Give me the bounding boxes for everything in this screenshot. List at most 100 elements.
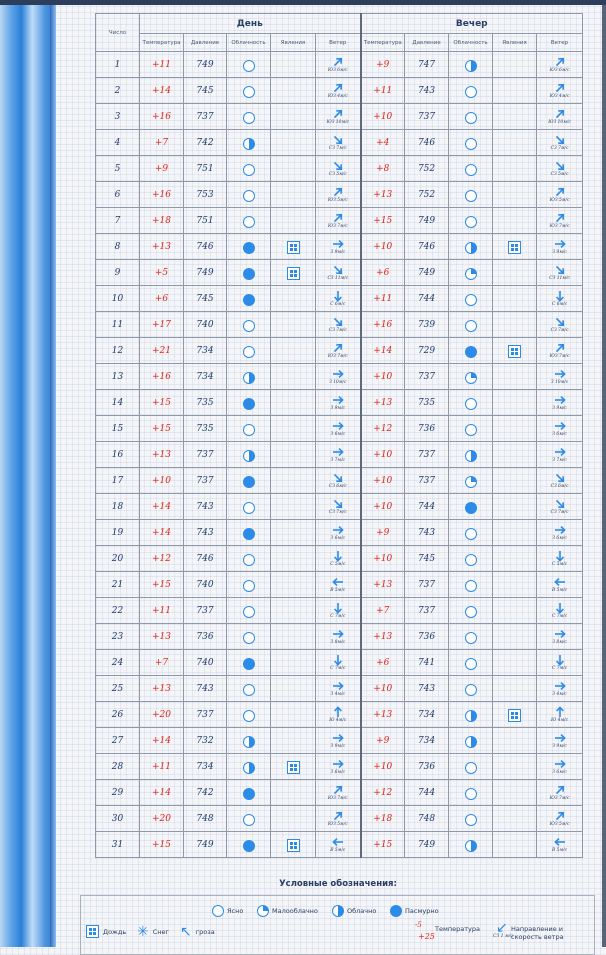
e-pressure-cell: 743 — [404, 675, 450, 702]
d-phenomena-cell — [270, 805, 316, 832]
e-wind-cell: З 9м/с — [536, 233, 584, 260]
d-temperature-cell: +10 — [139, 467, 184, 494]
wind-text: З 6м/с — [330, 535, 346, 541]
clear-sky-icon — [464, 319, 477, 332]
d-pressure-cell: 737 — [183, 103, 227, 130]
e-temperature-cell: +11 — [359, 285, 406, 312]
wind-arrow-icon — [554, 733, 566, 742]
d-pressure-cell: 742 — [183, 129, 227, 156]
notebook-spine — [0, 5, 56, 947]
e-pressure-cell: 752 — [404, 155, 450, 182]
d-pressure-cell: 743 — [183, 675, 227, 702]
d-pressure-cell: 749 — [183, 51, 227, 78]
d-pressure-cell: 735 — [183, 415, 227, 442]
evening-wind-header: Ветер — [536, 33, 584, 52]
wind-arrow-icon — [333, 109, 342, 118]
e-cloudiness-cell — [448, 519, 494, 546]
legend-wind-icon-wrap: ↙ — [496, 921, 512, 935]
d-cloudiness-cell — [226, 597, 271, 624]
legend-clear: Ясно — [212, 905, 243, 917]
day-number-cell: 3 — [95, 103, 140, 130]
e-phenomena-cell — [492, 519, 538, 546]
cloudy-icon — [464, 709, 477, 722]
e-pressure-cell: 752 — [404, 181, 450, 208]
d-pressure-cell: 753 — [183, 181, 227, 208]
wind-arrow-icon — [333, 473, 342, 482]
wind-indicator: ЮЗ 7м/с — [538, 212, 582, 229]
wind-arrow-icon — [333, 343, 342, 352]
d-phenomena-cell — [270, 129, 316, 156]
wind-indicator: С 7м/с — [538, 602, 582, 619]
e-temperature-cell: +15 — [359, 207, 406, 234]
wind-indicator: СЗ 11м/с — [317, 264, 360, 281]
e-phenomena-cell — [492, 675, 538, 702]
wind-arrow-icon — [555, 317, 564, 326]
wind-indicator: СЗ 5м/с — [538, 160, 582, 177]
e-temperature-cell: +13 — [359, 701, 406, 728]
e-temperature-cell: +11 — [359, 77, 406, 104]
legend-overcast: Пасмурно — [390, 905, 439, 917]
e-pressure-cell: 739 — [404, 311, 450, 338]
table-row: 31 +15 749 В 5м/с +15 749 В 5м/с — [95, 831, 584, 858]
wind-text: СЗ 7м/с — [328, 509, 347, 515]
d-wind-cell: З 9м/с — [314, 727, 362, 754]
wind-text: С 7м/с — [551, 665, 568, 671]
e-temperature-cell: +10 — [359, 753, 406, 780]
e-phenomena-cell — [492, 415, 538, 442]
d-pressure-cell: 751 — [183, 155, 227, 182]
e-phenomena-cell — [492, 285, 538, 312]
wind-arrow-icon — [555, 57, 564, 66]
wind-arrow-icon — [555, 602, 564, 614]
d-pressure-cell: 735 — [183, 389, 227, 416]
d-temperature-cell: +14 — [139, 77, 184, 104]
evening-phenomena-header: Явления — [492, 33, 538, 52]
table-row: 16 +13 737 З 7м/с +10 737 З 7м/с — [95, 441, 584, 468]
clear-sky-icon — [242, 319, 255, 332]
rain-icon — [286, 839, 300, 852]
overcast-icon — [464, 345, 477, 358]
e-wind-cell: ЮЗ 5м/с — [536, 805, 584, 832]
wind-indicator: СЗ 7м/с — [538, 498, 582, 515]
legend-temp-sample-small: -5 — [415, 921, 422, 929]
table-row: 28 +11 734 З 6м/с +10 736 З 6м/с — [95, 753, 584, 780]
e-cloudiness-cell — [448, 779, 494, 806]
wind-text: З 9м/с — [330, 405, 346, 411]
day-number-cell: 2 — [95, 77, 140, 104]
wind-arrow-icon — [555, 213, 564, 222]
wind-arrow-icon — [333, 57, 342, 66]
wind-arrow-icon — [333, 265, 342, 274]
d-phenomena-cell — [270, 545, 316, 572]
e-temperature-cell: +8 — [359, 155, 406, 182]
day-number-cell: 23 — [95, 623, 140, 650]
day-number-cell: 21 — [95, 571, 140, 598]
wind-arrow-icon — [333, 161, 342, 170]
e-wind-cell: З 6м/с — [536, 415, 584, 442]
clear-sky-icon — [464, 293, 477, 306]
table-row: 8 +13 746 З 9м/с +10 746 З 9м/с — [95, 233, 584, 260]
d-phenomena-cell — [270, 77, 316, 104]
e-temperature-cell: +13 — [359, 389, 406, 416]
wind-text: СЗ 6м/с — [550, 483, 569, 489]
wind-text: З 6м/с — [330, 431, 346, 437]
wind-indicator: ЮЗ 7м/с — [538, 784, 582, 801]
d-phenomena-cell — [270, 701, 316, 728]
d-temperature-cell: +14 — [139, 493, 184, 520]
legend-partly-label: Малооблачно — [272, 907, 318, 915]
e-wind-cell: ЮЗ 10м/с — [536, 103, 584, 130]
e-wind-cell: З 7м/с — [536, 441, 584, 468]
e-phenomena-cell — [492, 805, 538, 832]
legend-temp-sample-big: +25 — [418, 932, 435, 941]
e-cloudiness-cell — [448, 129, 494, 156]
d-wind-cell: ЮЗ 4м/с — [314, 77, 362, 104]
d-temperature-cell: +16 — [139, 181, 184, 208]
wind-text: З 6м/с — [330, 769, 346, 775]
overcast-icon — [242, 787, 255, 800]
wind-indicator: С 6м/с — [317, 290, 360, 307]
wind-arrow-icon — [333, 499, 342, 508]
e-pressure-cell: 737 — [404, 363, 450, 390]
e-wind-cell: С 7м/с — [536, 597, 584, 624]
e-pressure-cell: 737 — [404, 597, 450, 624]
day-number-cell: 24 — [95, 649, 140, 676]
wind-indicator: СЗ 7м/с — [538, 316, 582, 333]
wind-indicator: З 9м/с — [538, 394, 582, 411]
